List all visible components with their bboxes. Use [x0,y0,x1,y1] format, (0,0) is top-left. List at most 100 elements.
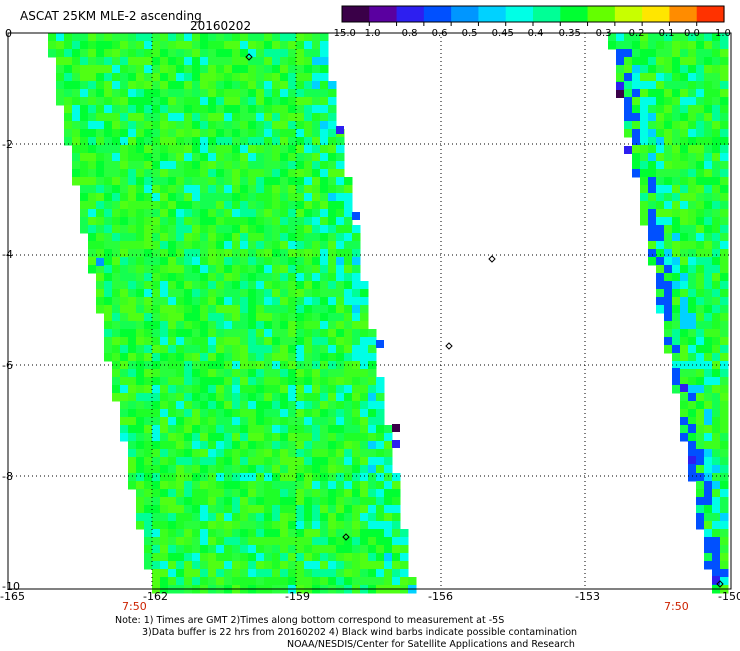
map-date: 20160202 [190,19,252,33]
swath-cell [200,441,209,450]
swath-cell [216,265,225,274]
swath-cell [88,73,97,82]
swath-cell [248,457,257,466]
swath-cell [360,289,369,298]
swath-cell [216,393,225,402]
swath-cell [320,465,329,474]
swath-cell [128,209,137,218]
swath-cell [104,129,113,138]
swath-cell [168,81,177,90]
swath-cell [152,97,161,106]
swath-cell [704,289,713,298]
swath-cell [312,145,321,154]
swath-cell [320,409,329,418]
swath-cell [304,129,313,138]
swath-cell [664,249,673,258]
swath-cell [264,409,273,418]
swath-cell [208,193,217,202]
swath-cell [120,369,129,378]
swath-cell [288,33,297,42]
swath-cell [184,177,193,186]
swath-cell [192,289,201,298]
swath-cell [224,449,233,458]
swath-cell [168,529,177,538]
swath-cell [144,113,153,122]
swath-cell [216,305,225,314]
swath-cell [304,49,313,58]
swath-cell [88,89,97,98]
swath-cell [160,345,169,354]
swath-cell [696,145,705,154]
swath-cell [328,153,337,162]
swath-cell [152,145,161,154]
swath-cell [224,345,233,354]
swath-cell [192,457,201,466]
swath-cell [200,289,209,298]
swath-cell [312,345,321,354]
swath-cell [720,489,729,498]
swath-cell [376,545,385,554]
swath-cell [264,209,273,218]
map-title: ASCAT 25KM MLE-2 ascending [20,9,202,23]
swath-cell [80,113,89,122]
swath-cell [304,137,313,146]
swath-cell [704,153,713,162]
swath-cell [184,89,193,98]
swath-cell [80,65,89,74]
swath-cell [152,305,161,314]
swath-cell [120,353,129,362]
swath-cell [264,289,273,298]
swath-cell [192,537,201,546]
swath-cell [272,201,281,210]
colorbar-label: 1.0 [715,28,731,39]
swath-cell [168,513,177,522]
swath-cell [112,321,121,330]
swath-cell [680,393,689,402]
swath-cell [320,193,329,202]
swath-cell [128,153,137,162]
swath-cell [664,49,673,58]
swath-cell [280,305,289,314]
swath-cell [312,49,321,58]
swath-cell [240,377,249,386]
swath-cell [304,313,313,322]
swath-cell [664,185,673,194]
swath-cell [328,489,337,498]
swath-cell [344,577,353,586]
swath-cell [216,545,225,554]
swath-cell [272,401,281,410]
swath-cell [208,529,217,538]
swath-cell [720,209,729,218]
swath-cell [336,545,345,554]
swath-cell [224,201,233,210]
swath-cell [88,161,97,170]
swath-cell [712,113,721,122]
swath-cell [168,577,177,586]
swath-cell [696,33,705,42]
swath-cell [144,401,153,410]
swath-cell [208,489,217,498]
swath-cell [320,321,329,330]
lat-label: 0 [5,27,12,40]
swath-cell [224,513,233,522]
swath-cell [344,185,353,194]
swath-cell [160,329,169,338]
swath-cell [176,273,185,282]
swath-cell [312,409,321,418]
swath-cell [224,553,233,562]
swath-cell [200,529,209,538]
swath-cell [712,425,721,434]
swath-cell [120,249,129,258]
swath-cell [248,561,257,570]
swath-cell [200,89,209,98]
swath-cell [352,505,361,514]
swath-cell [104,113,113,122]
swath-cell [336,537,345,546]
swath-cell [632,33,641,42]
swath-cell [384,441,393,450]
swath-cell [672,281,681,290]
swath-cell [280,273,289,282]
swath-cell [288,537,297,546]
swath-cell [320,353,329,362]
swath-cell [168,241,177,250]
